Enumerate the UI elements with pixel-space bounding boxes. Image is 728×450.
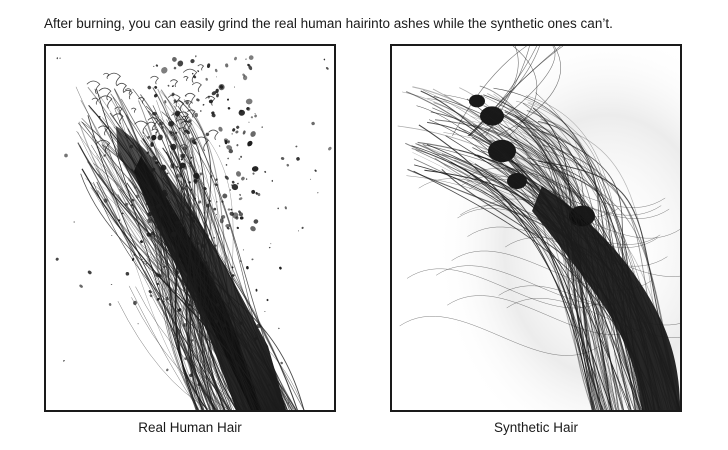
real-human-hair-label: Real Human Hair [138, 420, 242, 435]
synthetic-hair-image [392, 46, 680, 410]
real-human-hair-image [55, 55, 332, 410]
synthetic-hair-photo [390, 44, 682, 412]
figure-caption: After burning, you can easily grind the … [44, 16, 613, 31]
real-human-hair-photo [44, 44, 336, 412]
synthetic-hair-label: Synthetic Hair [493, 420, 579, 435]
